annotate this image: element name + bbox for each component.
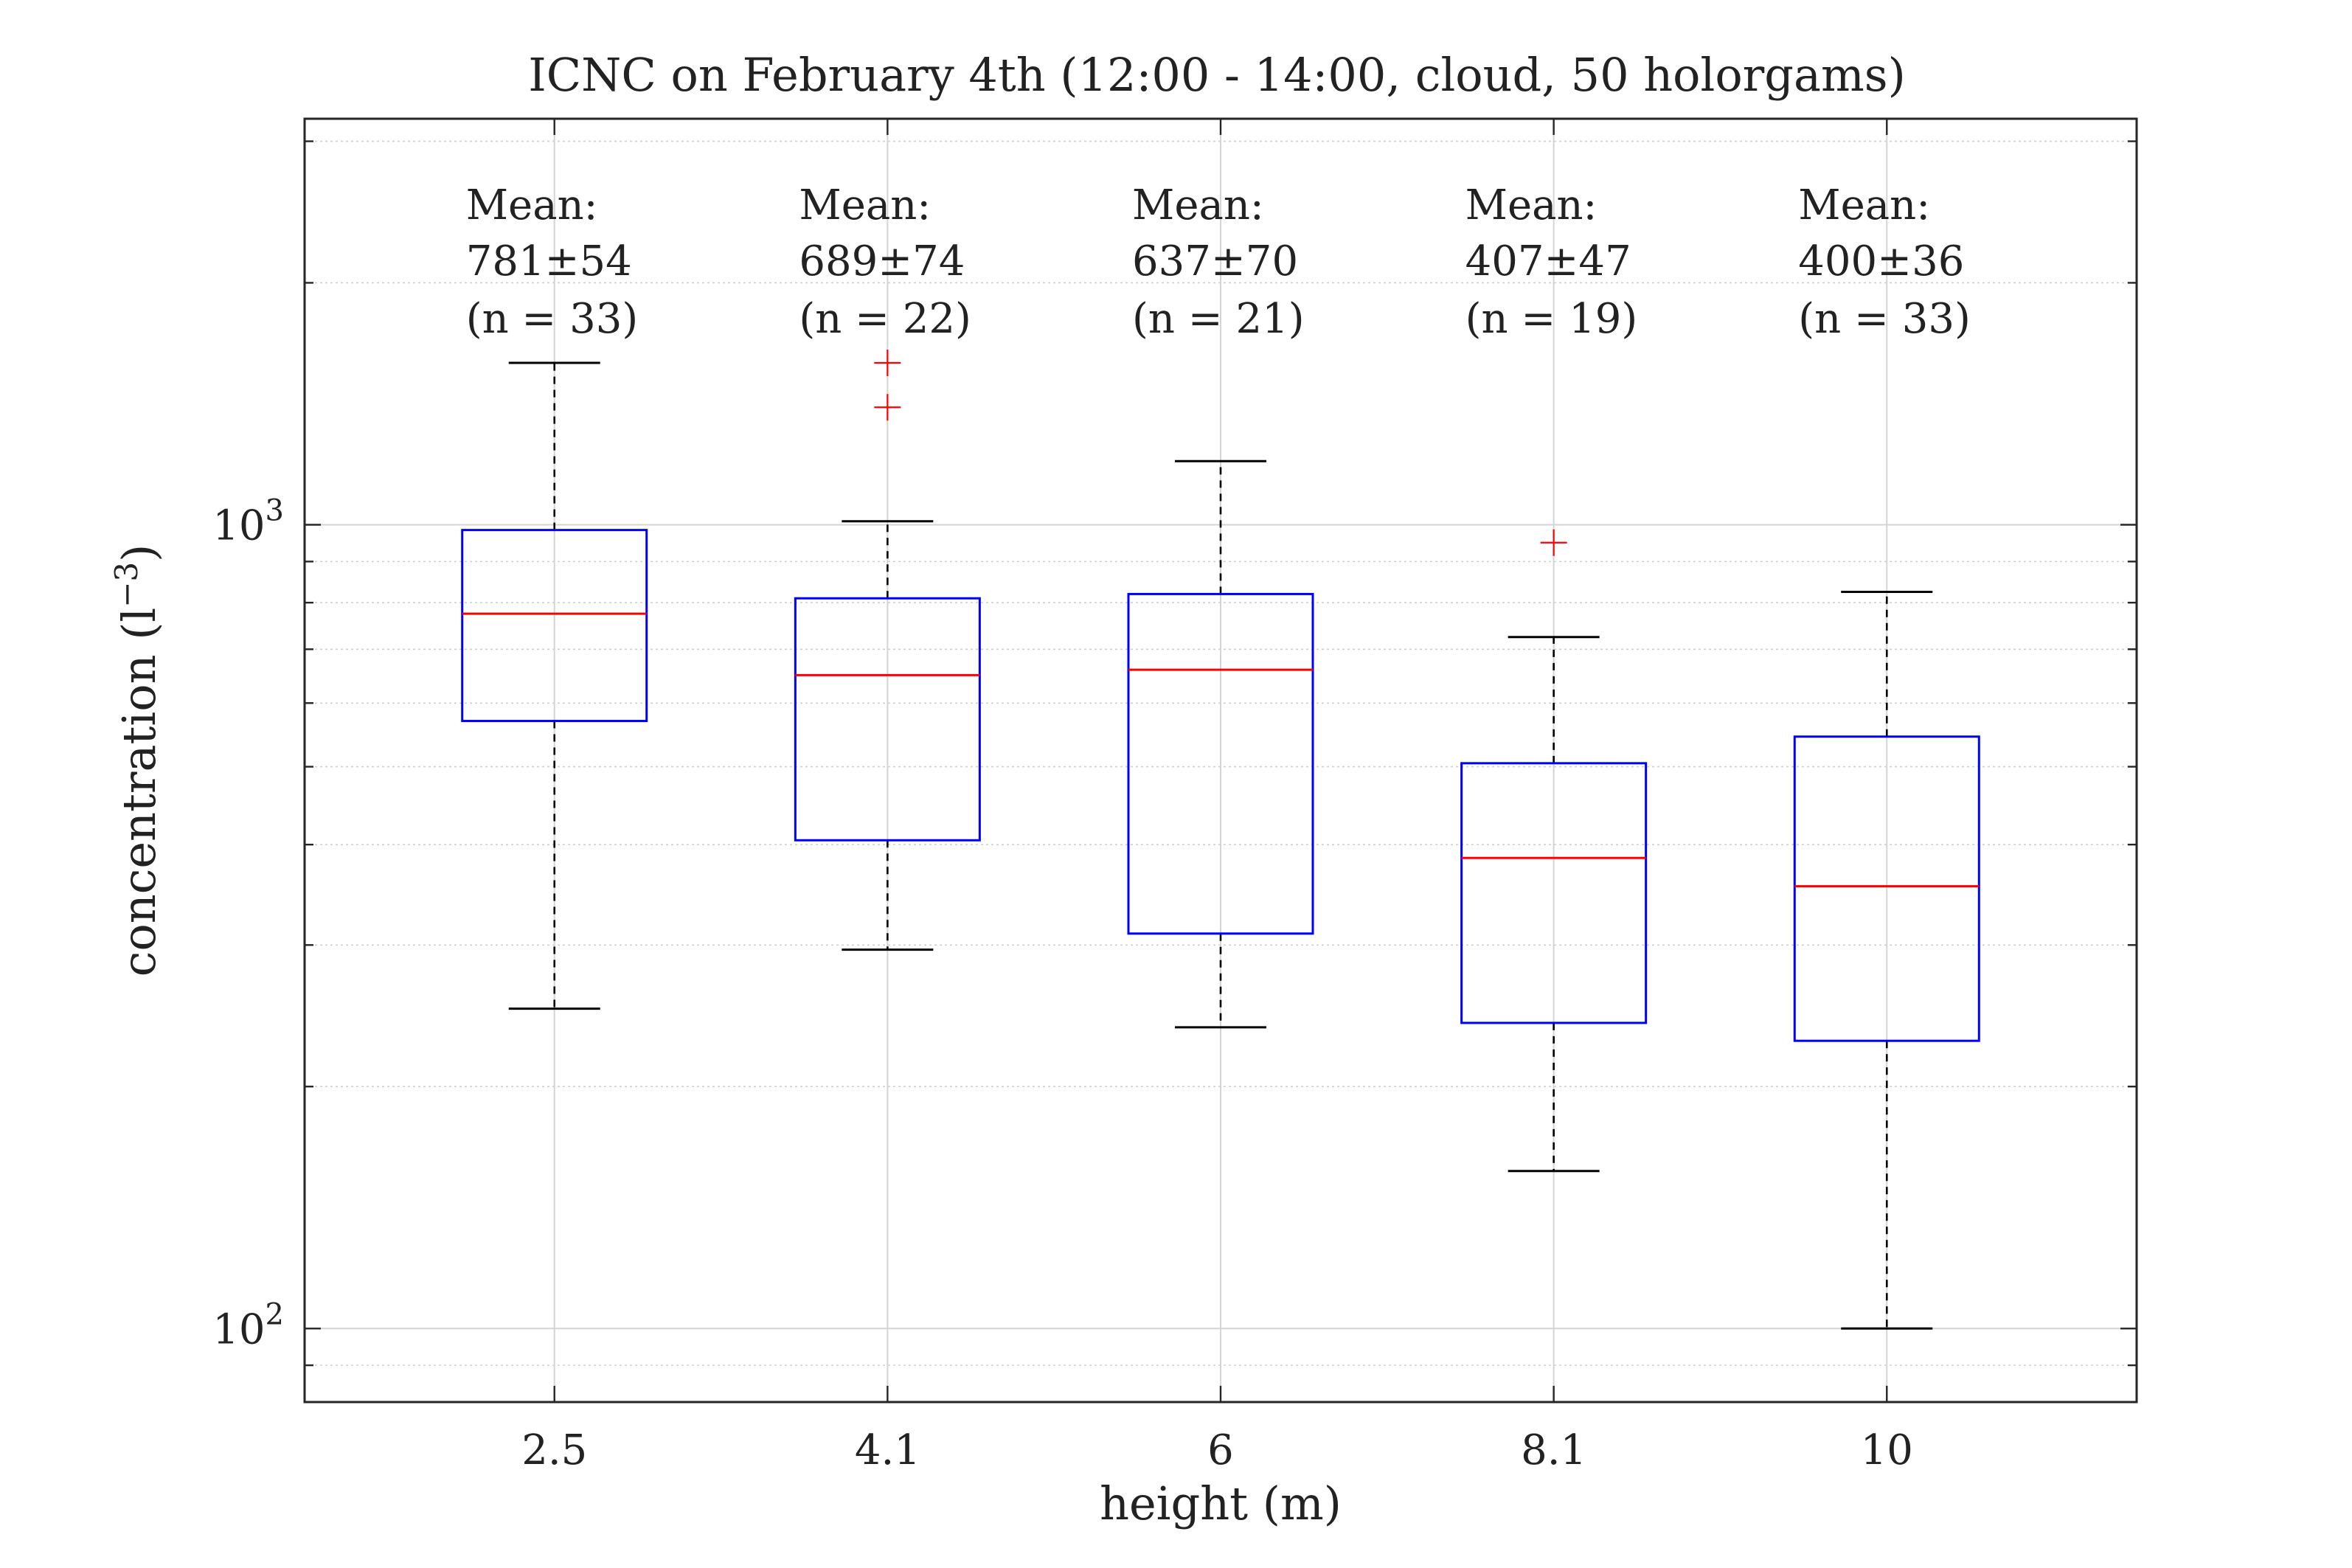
- box-group: [1793, 591, 1980, 1330]
- annotation-mean-value: 400±36: [1798, 237, 1964, 285]
- annotation-sample-size: (n = 33): [1798, 295, 1971, 343]
- y-tick-label-exponent: 3: [266, 493, 284, 527]
- y-axis-label: concentration (l−3): [108, 544, 166, 977]
- mean-annotation: Mean: 637±70 (n = 21): [1132, 181, 1305, 343]
- y-tick-label-base: 10: [212, 502, 265, 549]
- annotation-mean-label: Mean:: [1798, 181, 1930, 229]
- y-axis-label-text: concentration (l: [112, 608, 166, 977]
- mean-annotations: Mean:781±54(n = 33)Mean:689±74(n = 22)Me…: [466, 181, 1971, 343]
- annotation-mean-value: 781±54: [466, 237, 632, 285]
- box-group: [1127, 459, 1314, 1029]
- plot-frame: [303, 117, 2138, 1404]
- y-axis-label-close: ): [112, 544, 166, 562]
- x-tick-label: 10: [1861, 1426, 1913, 1474]
- x-tick-label: 8.1: [1521, 1426, 1586, 1474]
- outlier-marker: [874, 394, 901, 421]
- box-iqr: [461, 529, 648, 723]
- mean-annotation: Mean: 400±36 (n = 33): [1798, 181, 1971, 343]
- mean-annotation: Mean: 689±74 (n = 22): [799, 181, 971, 343]
- annotation-mean-label: Mean:: [799, 181, 931, 229]
- box-series: [461, 350, 1980, 1330]
- x-tick-label: 6: [1207, 1426, 1234, 1474]
- box-group: [794, 350, 981, 951]
- mean-annotation: Mean: 781±54 (n = 33): [466, 181, 639, 343]
- x-tick-label: 4.1: [855, 1426, 920, 1474]
- y-axis-label-exponent: −3: [108, 562, 145, 608]
- annotation-sample-size: (n = 21): [1132, 295, 1305, 343]
- box-iqr: [1793, 735, 1980, 1042]
- chart-title: ICNC on February 4th (12:00 - 14:00, clo…: [528, 48, 1906, 102]
- annotation-sample-size: (n = 19): [1465, 295, 1638, 343]
- y-tick-label-exponent: 2: [266, 1297, 284, 1331]
- annotation-mean-value: 407±47: [1465, 237, 1631, 285]
- y-tick-label: 103: [212, 493, 284, 549]
- box-iqr: [1460, 762, 1648, 1024]
- x-axis-label: height (m): [1100, 1477, 1342, 1530]
- annotation-mean-label: Mean:: [1132, 181, 1264, 229]
- box-iqr: [1127, 592, 1314, 935]
- y-tick-label-base: 10: [212, 1305, 265, 1353]
- annotation-mean-label: Mean:: [1465, 181, 1598, 229]
- outlier-marker: [874, 350, 901, 377]
- box-iqr: [794, 597, 981, 842]
- annotation-mean-value: 689±74: [799, 237, 965, 285]
- annotation-mean-label: Mean:: [466, 181, 598, 229]
- annotation-sample-size: (n = 33): [466, 295, 639, 343]
- outlier-marker: [1540, 529, 1567, 556]
- annotation-sample-size: (n = 22): [799, 295, 971, 343]
- box-group: [461, 361, 648, 1010]
- mean-annotation: Mean: 407±47 (n = 19): [1465, 181, 1638, 343]
- y-tick-label: 102: [212, 1297, 284, 1353]
- x-tick-label: 2.5: [521, 1426, 587, 1474]
- annotation-mean-value: 637±70: [1132, 237, 1298, 285]
- box-group: [1460, 529, 1648, 1173]
